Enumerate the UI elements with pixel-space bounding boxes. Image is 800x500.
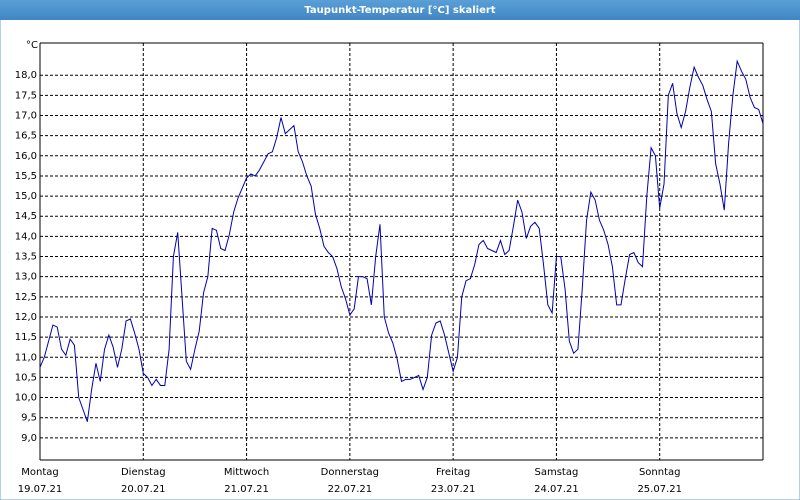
y-tick-label: 10,5 <box>15 372 37 383</box>
y-tick-label: 11,5 <box>15 332 37 343</box>
y-tick-label: 9,0 <box>21 433 37 444</box>
x-tick-label: Donnerstag <box>321 467 379 478</box>
x-tick-date: 20.07.21 <box>121 484 166 495</box>
x-tick-label: Dienstag <box>121 467 166 478</box>
x-tick-label: Samstag <box>535 467 579 478</box>
y-tick-label: 16,0 <box>15 151 37 162</box>
x-tick-date: 19.07.21 <box>18 484 63 495</box>
y-tick-label: 15,5 <box>15 171 37 182</box>
y-tick-label: 15,0 <box>15 191 37 202</box>
y-tick-label: 14,5 <box>15 211 37 222</box>
x-tick-label: Montag <box>21 467 58 478</box>
y-tick-label: 12,5 <box>15 292 37 303</box>
x-tick-date: 24.07.21 <box>534 484 579 495</box>
y-tick-label: 13,5 <box>15 252 37 263</box>
y-tick-label: 17,0 <box>15 111 37 122</box>
data-line <box>39 59 764 422</box>
y-tick-label: 12,0 <box>15 312 37 323</box>
x-tick-label: Mittwoch <box>224 467 269 478</box>
y-tick-label: 13,0 <box>15 272 37 283</box>
y-tick-label: 18,0 <box>15 70 37 81</box>
title-bar <box>0 0 800 20</box>
chart-title: Taupunkt-Temperatur [°C] skaliert <box>304 5 495 16</box>
y-tick-label: 9,5 <box>21 413 37 424</box>
x-tick-label: Freitag <box>436 467 470 478</box>
y-tick-label: 14,0 <box>15 231 37 242</box>
x-tick-date: 23.07.21 <box>431 484 476 495</box>
y-tick-label: 10,0 <box>15 393 37 404</box>
y-tick-label: 16,5 <box>15 131 37 142</box>
x-tick-date: 25.07.21 <box>637 484 682 495</box>
y-tick-label: 17,5 <box>15 90 37 101</box>
x-tick-date: 22.07.21 <box>328 484 373 495</box>
y-axis-label: °C <box>26 40 38 51</box>
y-tick-label: 11,0 <box>15 352 37 363</box>
x-tick-date: 21.07.21 <box>224 484 269 495</box>
x-tick-label: Sonntag <box>639 467 681 478</box>
